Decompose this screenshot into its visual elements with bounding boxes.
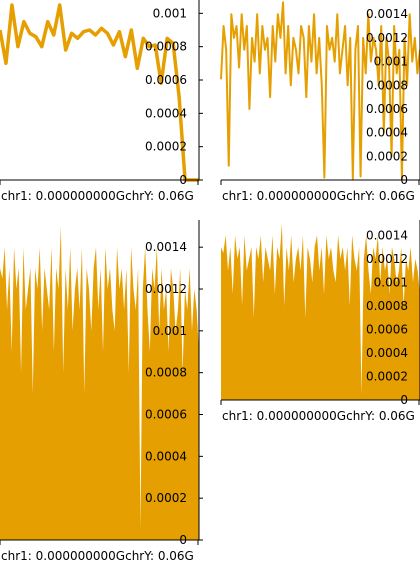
y-tick-label: 0.0004	[145, 106, 187, 120]
y-tick-label: 0.0002	[145, 491, 187, 505]
y-tick-label: 0.0008	[366, 299, 408, 313]
chart-panel-bottom-left: 0.0014 0.0012 0.001 0.0008 0.0006 0.0004 0.000…	[0, 220, 203, 563]
y-tick-label: 0.0004	[366, 126, 408, 140]
y-tick-label: 0.0014	[145, 240, 187, 254]
y-tick-label: 0.0014	[366, 7, 408, 21]
x-axis-label: chr1: 0.000000000GchrY: 0.06G	[1, 549, 194, 563]
y-tick-label: 0.0002	[145, 140, 187, 154]
y-tick-label: 0.0012	[145, 282, 187, 296]
x-axis-label: chr1: 0.000000000GchrY: 0.06G	[1, 189, 194, 203]
y-tick-label: 0.0004	[366, 346, 408, 360]
y-tick-label: 0.0008	[145, 366, 187, 380]
y-tick-label: 0.001	[374, 55, 408, 69]
y-tick-label: 0.0006	[366, 102, 408, 116]
y-tick-label: 0.0002	[366, 149, 408, 163]
y-tick-label: 0.001	[153, 6, 187, 20]
x-axis-label: chr1: 0.000000000GchrY: 0.06G	[222, 189, 415, 203]
chart-panel-top-right: 0.0014 0.0012 0.001 0.0008 0.0006 0.0004 0.000…	[221, 0, 420, 203]
x-axis-label: chr1: 0.000000000GchrY: 0.06G	[222, 409, 415, 423]
chart-panel-bottom-right: 0.0014 0.0012 0.001 0.0008 0.0006 0.0004 0.000…	[221, 220, 420, 423]
y-tick-label: 0.0006	[145, 73, 187, 87]
y-tick-label: 0.0008	[366, 78, 408, 92]
y-tick-label: 0.0004	[145, 449, 187, 463]
y-tick-label: 0.0008	[145, 40, 187, 54]
y-tick-label: 0.001	[374, 275, 408, 289]
y-tick-label: 0.0006	[145, 408, 187, 422]
y-tick-label: 0.0014	[366, 228, 408, 242]
y-tick-label: 0.0006	[366, 322, 408, 336]
y-tick-label: 0.0002	[366, 369, 408, 383]
y-tick-label: 0.0012	[366, 31, 408, 45]
y-tick-label: 0.001	[153, 324, 187, 338]
series-line	[0, 5, 199, 180]
y-tick-label: 0.0012	[366, 252, 408, 266]
